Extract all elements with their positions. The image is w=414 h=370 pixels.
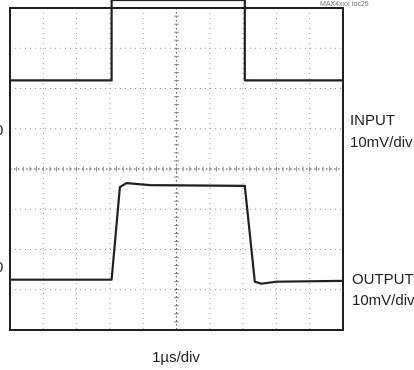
traces — [10, 0, 344, 285]
output-zero-marker: 0 — [0, 259, 3, 276]
output-scale-label: 10mV/div — [352, 292, 414, 309]
input-label: INPUT — [350, 112, 395, 129]
grid — [10, 8, 343, 330]
output-trace — [10, 182, 344, 285]
input-zero-marker: 0 — [0, 122, 3, 139]
plot-frame — [9, 7, 344, 331]
output-label: OUTPUT — [352, 271, 414, 288]
input-trace — [10, 0, 343, 82]
input-scale-label: 10mV/div — [350, 134, 413, 151]
figure-code: MAX4xxx toc25 — [320, 1, 369, 8]
x-axis-label: 1µs/div — [152, 349, 200, 366]
